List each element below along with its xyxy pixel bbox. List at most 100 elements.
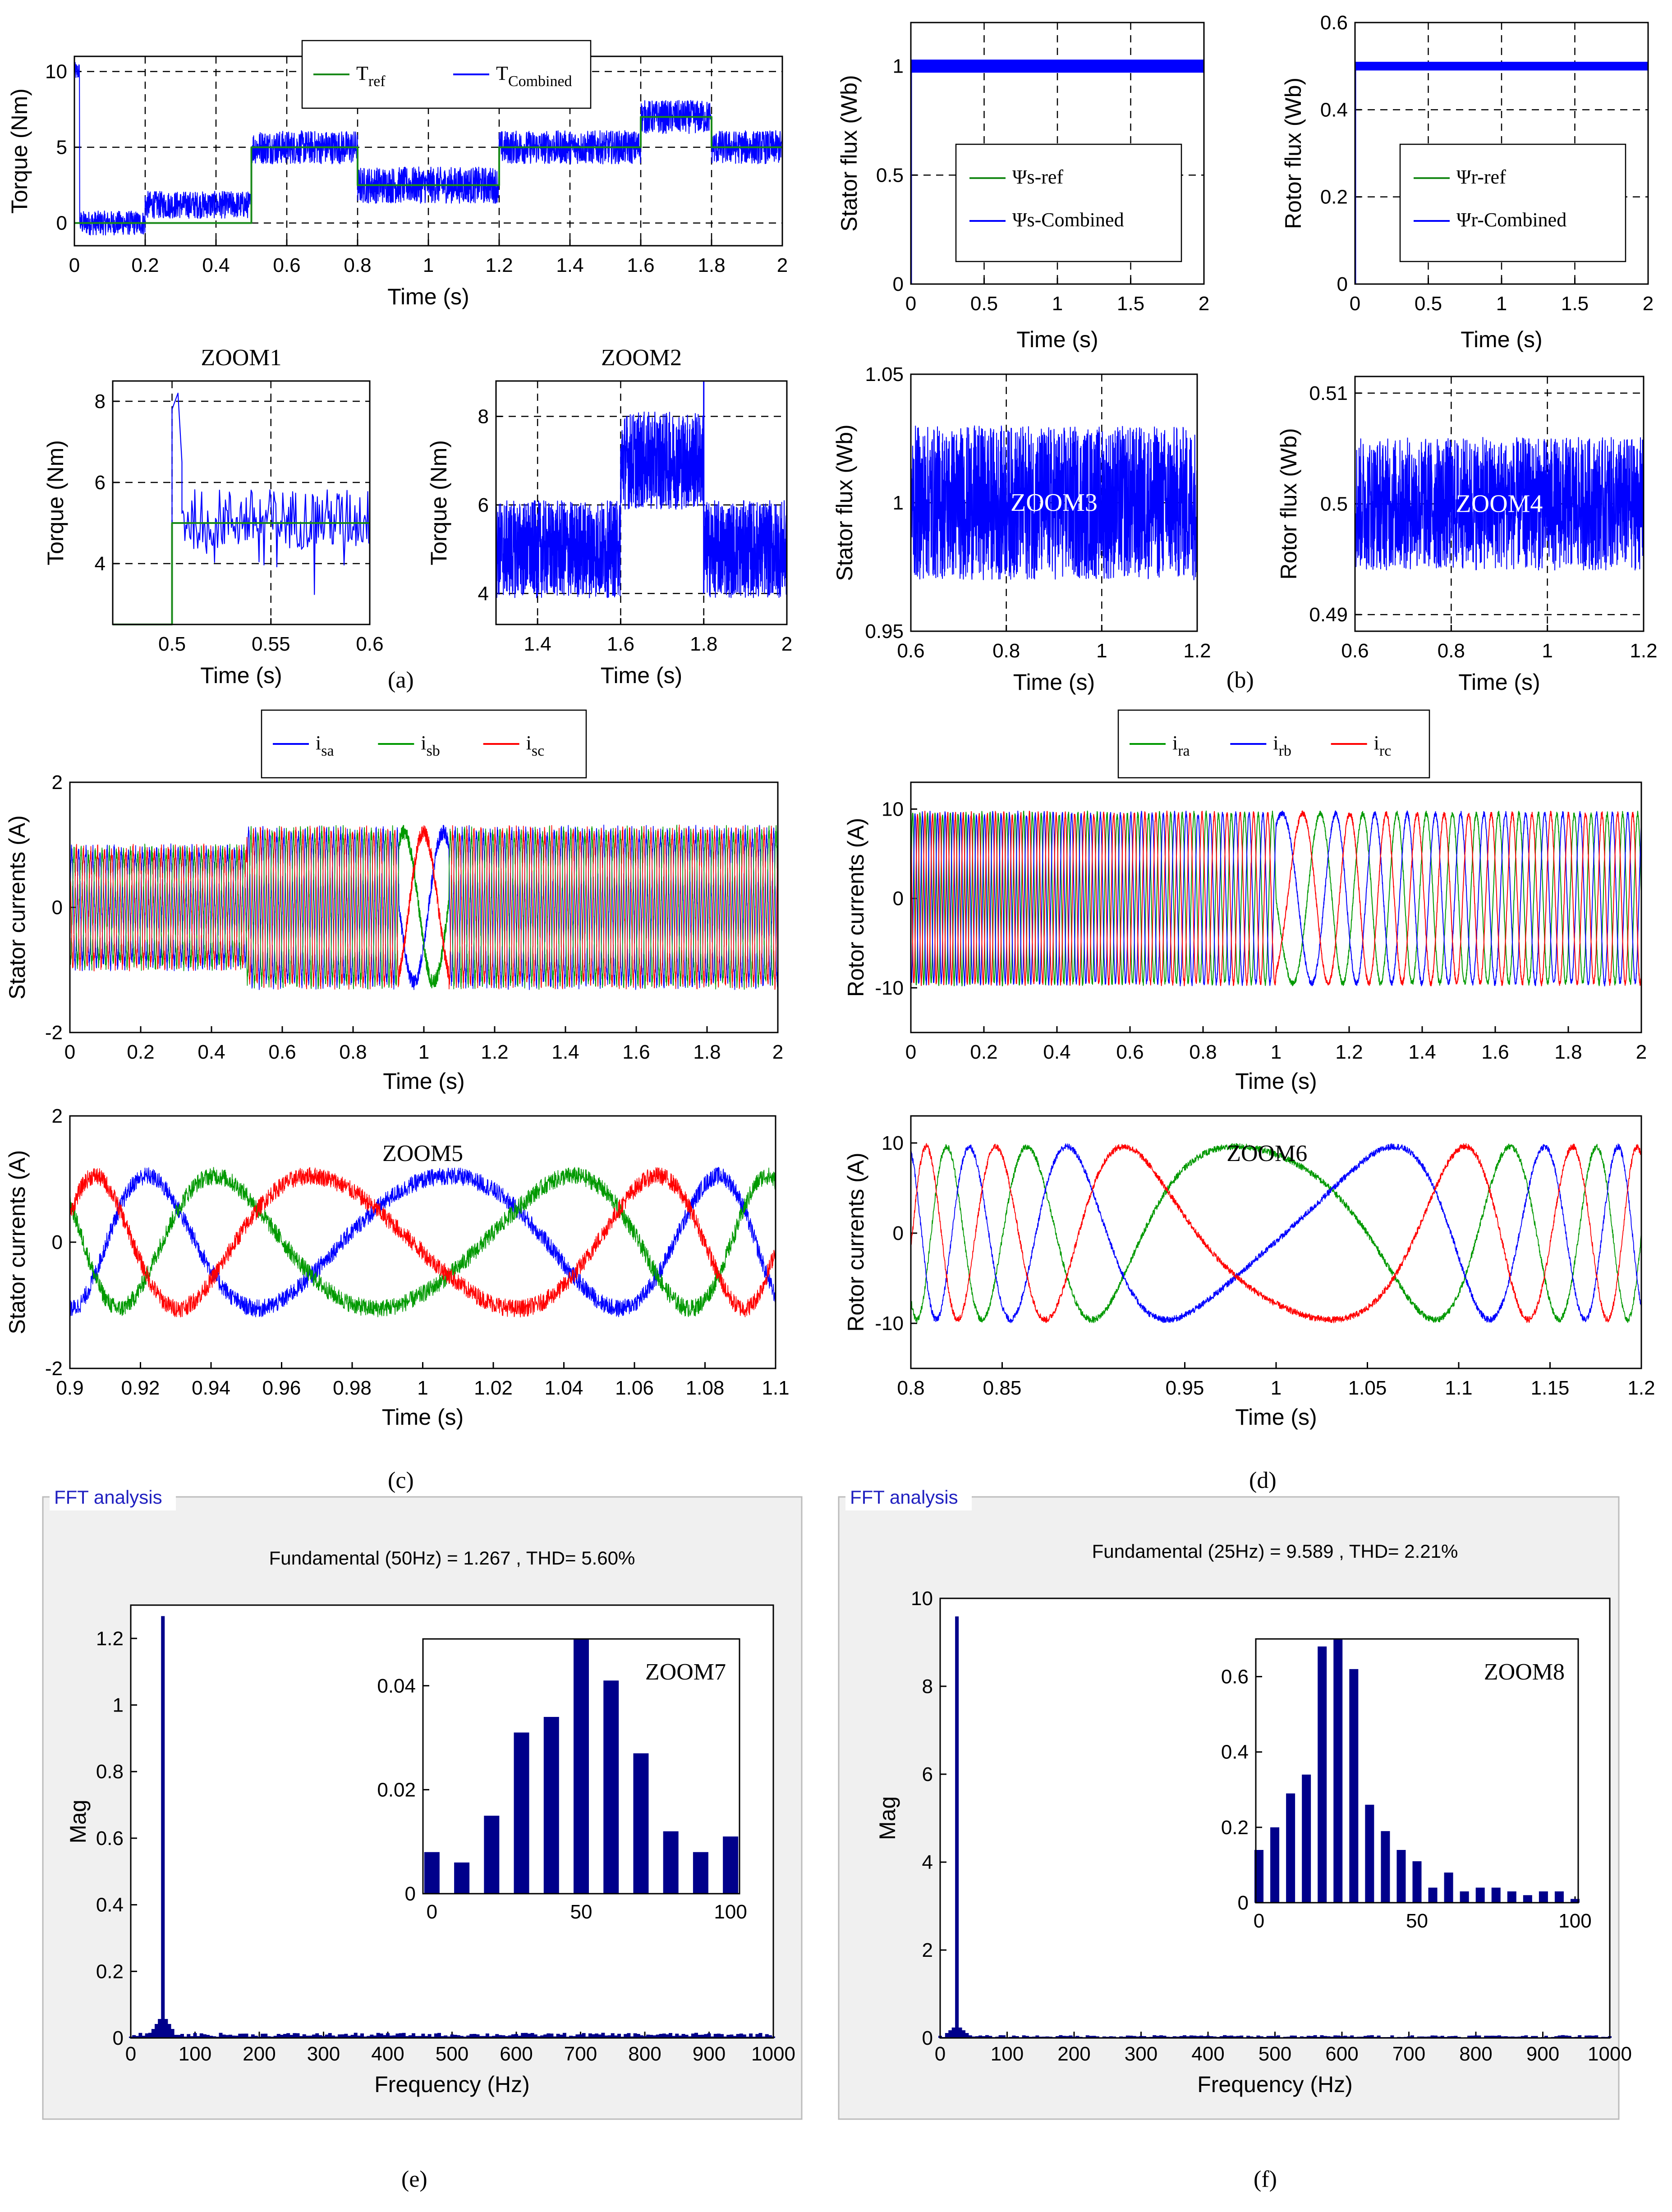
fft-bar [1293,2035,1297,2038]
y-axis-label: Rotor flux (Wb) [1281,78,1306,229]
fft-bar [968,2035,972,2038]
fft-bar [669,2033,672,2038]
fft-bar [170,2029,175,2038]
y-axis-label: Stator flux (Wb) [836,75,862,231]
legend-box [301,40,592,109]
y-axis-label: Torque (Nm) [426,440,451,565]
x-tick-label: 0 [69,254,80,276]
fft-bar [238,2033,242,2038]
x-tick-label: 2 [1636,1041,1647,1063]
fft-bar [444,2035,448,2038]
fft-bar [196,2036,200,2038]
inset-bar [663,1831,679,1894]
fft-bar [627,2033,631,2038]
fft-bar [556,2033,560,2038]
x-axis-label: Time (s) [1235,1069,1317,1094]
fft-bar [550,2033,554,2038]
fft-bar [1524,2035,1528,2038]
fft-bar [376,2033,380,2038]
x-axis-label: Time (s) [1235,1404,1317,1430]
x-tick-label: 1.6 [622,1041,650,1063]
fft-bar [1066,2036,1070,2038]
x-tick-label: 0.8 [344,254,371,276]
x-tick-label: 0.8 [339,1041,367,1063]
fft-bar [1343,2035,1347,2038]
x-tick-label: 1 [418,1041,429,1063]
fft-bar [318,2035,322,2038]
fft-bar [312,2034,316,2038]
fft-bar [540,2035,544,2038]
fft-bar [1561,2035,1565,2038]
fft-bar [720,2034,724,2038]
fft-bar [951,2027,955,2038]
inset-bar [1333,1639,1343,1903]
fft-bar [601,2033,605,2038]
x-axis-label: Time (s) [1016,327,1098,352]
x-tick-label: 0 [125,2043,136,2065]
x-tick-label: 200 [243,2043,276,2065]
fft-bar [1273,2036,1277,2038]
series-group [496,381,787,598]
fft-bar [521,2033,525,2038]
x-tick-label: 1.1 [762,1377,789,1399]
fft-bar [466,2035,470,2038]
fft-bar [958,2027,962,2038]
fft-bar [1564,2035,1568,2038]
fft-bar [1025,2036,1029,2038]
x-tick-label: 0.6 [273,254,300,276]
fft-bar [1430,2035,1434,2038]
fft-bar [1447,2036,1451,2038]
x-tick-label: 1.8 [690,633,717,655]
fft-bar [1417,2036,1421,2038]
legend-subscript: sa [321,743,334,759]
fft-bar [392,2035,396,2038]
x-tick-label: 0 [64,1041,75,1063]
x-tick-label: 500 [1259,2043,1291,2065]
fft-bar [1159,2035,1163,2038]
zoom-title: ZOOM2 [601,345,682,371]
x-tick-label: 100 [179,2043,211,2065]
fft-bar [537,2036,541,2038]
y-tick-label: -2 [45,1358,63,1380]
axes-frame [130,1604,774,2039]
x-tick-label: 1.15 [1531,1377,1570,1399]
fft-bar [508,2035,512,2038]
fft-bar [151,2029,155,2038]
fft-bar [1125,2035,1130,2038]
fft-bar [1310,2036,1314,2038]
fft-bar [1270,2036,1274,2038]
inset-bar [1412,1861,1422,1903]
fft-bar [174,2035,178,2038]
fft-bar [222,2034,226,2038]
x-tick-label: 0.5 [158,633,186,655]
fft-bar [1233,2036,1237,2038]
series-group [910,1143,1642,1323]
fft-bar [633,2033,637,2038]
x-tick-label: 0.6 [1116,1041,1144,1063]
y-tick-label: 1 [113,1694,124,1716]
x-tick-label: 0.8 [897,1377,924,1399]
series-group [910,810,1642,987]
fft-bar [1223,2035,1227,2038]
fft-bar [662,2033,666,2038]
fft-bar [299,2036,303,2038]
inset-bar [1349,1669,1359,1903]
series-ira [910,1143,1642,1323]
x-tick-label: 700 [564,2043,597,2065]
fft-bar [235,2035,239,2038]
fft-bar [614,2035,618,2038]
x-tick-label: 1.6 [627,254,654,276]
y-tick-label: 6 [922,1763,933,1785]
panel-label-e: (e) [401,2166,427,2192]
fft-bar [1179,2036,1183,2038]
x-tick-label: 1.2 [1335,1041,1363,1063]
inset-bar [574,1639,589,1894]
y-tick-label: 0.49 [1309,604,1348,626]
fft-bar [244,2033,248,2038]
axes-frame [939,1597,1611,2039]
fft-bar [228,2034,232,2038]
fft-bar [1591,2035,1595,2038]
x-tick-label: 1.4 [556,254,583,276]
fft-bar [684,2034,689,2038]
